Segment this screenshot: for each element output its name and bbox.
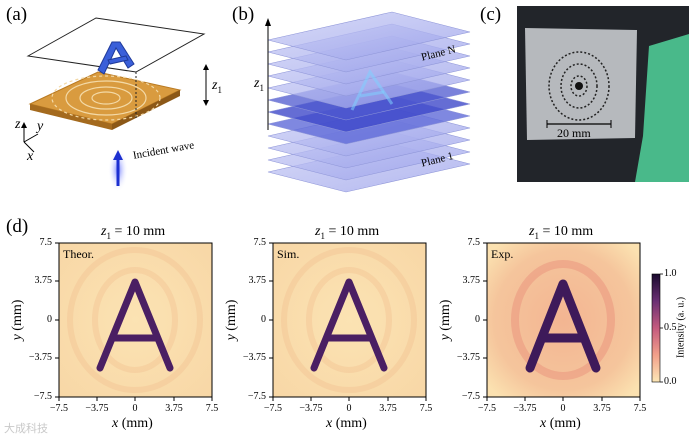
map-tag-sim: Sim. <box>277 247 300 261</box>
metasurface-pattern <box>51 75 161 121</box>
xtick: −3.75 <box>513 403 537 414</box>
map-theor <box>58 242 213 398</box>
axis-y-label: y <box>37 119 44 134</box>
x-axis-label-1: x (mm) <box>112 416 153 431</box>
sample-pattern <box>548 51 610 121</box>
ytick: −7.5 <box>461 391 480 402</box>
y-axis-label-1: y (mm) <box>10 299 25 341</box>
scale-bar-label: 20 mm <box>557 126 591 140</box>
axes-triad <box>23 126 39 153</box>
xtick: 7.5 <box>633 403 647 414</box>
ytick: 0 <box>47 314 52 325</box>
colorbar-label: Intensity (a. u.) <box>675 296 687 359</box>
xtick: −3.75 <box>85 403 109 414</box>
axis-ticks <box>55 242 641 401</box>
xtick: −7.5 <box>477 403 497 414</box>
map-title-3: z1 = 10 mm <box>529 224 594 241</box>
ytick: −3.75 <box>456 352 480 363</box>
x-axis-label-2: x (mm) <box>326 416 367 431</box>
map-exp <box>486 242 641 398</box>
xtick: −3.75 <box>299 403 323 414</box>
axis-z1-label: z1 <box>254 76 264 93</box>
xtick: 7.5 <box>419 403 433 414</box>
ytick: 3.75 <box>462 275 481 286</box>
map-tag-theor: Theor. <box>63 247 94 261</box>
xtick: 0 <box>346 403 352 414</box>
xtick: −7.5 <box>263 403 283 414</box>
axis-z-label: z <box>15 117 21 132</box>
panel-label-a: (a) <box>6 4 28 25</box>
xtick: 3.75 <box>379 403 397 414</box>
xtick: 3.75 <box>165 403 183 414</box>
panel-label-d: (d) <box>6 216 29 237</box>
colorbar-tick-mid: 0.5 <box>664 322 677 333</box>
y-axis-label-2: y (mm) <box>224 299 239 341</box>
ytick: 7.5 <box>467 237 481 248</box>
ytick: 0 <box>261 314 266 325</box>
map-title-2: z1 = 10 mm <box>315 224 380 241</box>
ytick: 0 <box>475 314 480 325</box>
xtick: 3.75 <box>593 403 611 414</box>
ytick: −3.75 <box>28 352 52 363</box>
colorbar-tick-min: 0.0 <box>664 376 677 387</box>
colorbar-tick-max: 1.0 <box>664 268 677 279</box>
stack-letter-a <box>350 69 394 111</box>
panel-label-c: (c) <box>480 4 502 25</box>
distance-label: z1 <box>212 78 222 95</box>
axis-x-label: x <box>27 149 34 164</box>
colorbar <box>651 273 661 383</box>
xtick: −7.5 <box>49 403 69 414</box>
ytick: −7.5 <box>247 391 266 402</box>
xtick: 0 <box>560 403 566 414</box>
ytick: 7.5 <box>253 237 267 248</box>
ytick: 3.75 <box>34 275 53 286</box>
map-title-1: z1 = 10 mm <box>101 224 166 241</box>
ytick: −3.75 <box>242 352 266 363</box>
metasurface-edge <box>30 104 112 130</box>
map-tag-exp: Exp. <box>491 247 514 261</box>
x-axis-label-3: x (mm) <box>540 416 581 431</box>
ytick: 3.75 <box>248 275 267 286</box>
ytick: 7.5 <box>39 237 53 248</box>
panel-label-b: (b) <box>232 4 255 25</box>
xtick: 0 <box>132 403 138 414</box>
xtick: 7.5 <box>205 403 219 414</box>
watermark: 大成科技 <box>4 422 48 435</box>
y-axis-label-3: y (mm) <box>438 299 453 341</box>
glove <box>635 34 689 182</box>
ytick: −7.5 <box>33 391 52 402</box>
panel-c-photo: 20 mm <box>517 6 689 182</box>
map-sim <box>272 242 427 398</box>
